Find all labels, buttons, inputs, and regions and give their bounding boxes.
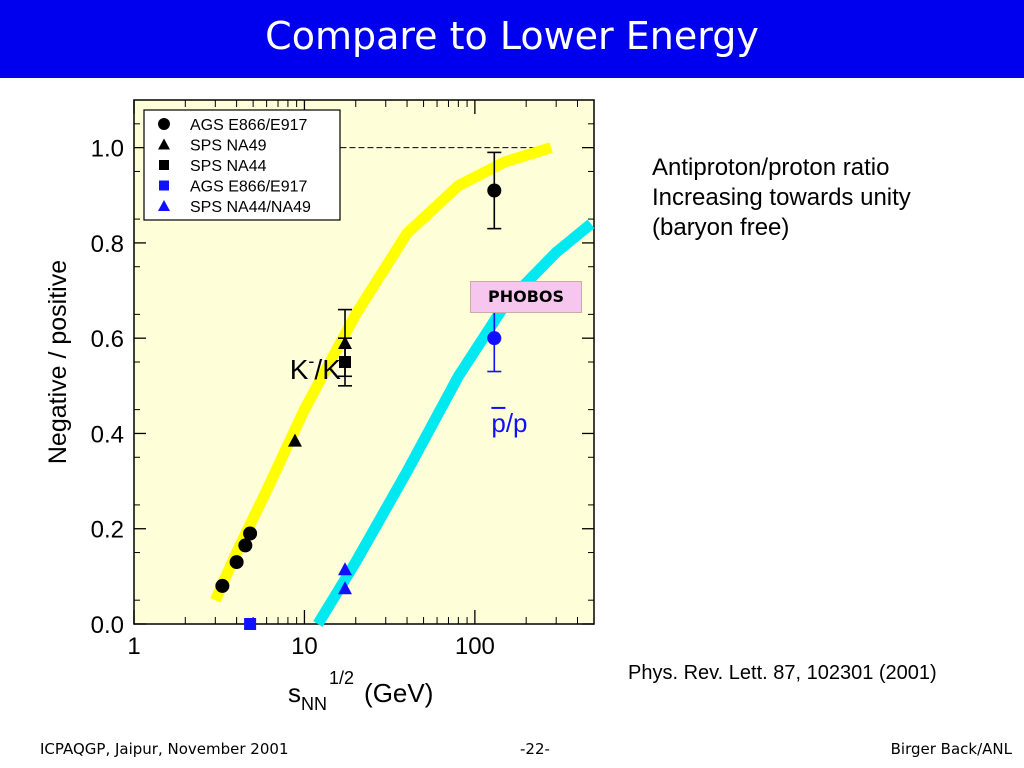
side-note-line-3: (baryon free) [652,214,790,241]
data-point-square [339,356,352,368]
legend-marker [159,180,169,191]
data-point-circle [487,331,502,346]
data-point-circle [229,555,244,570]
side-note-line-1: Antiproton/proton ratio [652,154,890,181]
title-bar: Compare to Lower Energy [0,0,1024,78]
data-point-circle [243,526,258,541]
slide-title: Compare to Lower Energy [265,14,759,58]
data-point-circle [238,538,253,553]
proton-ratio-label: p/p [491,408,527,438]
legend-marker [158,200,170,211]
legend-marker [159,160,169,170]
y-tick-label: 0.0 [91,612,124,639]
footer-conference: ICPAQGP, Jaipur, November 2001 [40,740,289,758]
y-tick-label: 0.4 [91,421,124,448]
reference-citation: Phys. Rev. Lett. 87, 102301 (2001) [628,662,937,684]
data-point-triangle [338,562,353,576]
legend-marker [158,138,170,150]
data-point-circle [215,578,230,593]
legend-entry: AGS E866/E917 [190,179,308,196]
legend-marker [158,118,170,130]
data-point-circle [487,183,502,198]
x-tick-label: 100 [455,633,495,660]
data-point-square [244,618,257,630]
y-tick-label: 0.8 [91,231,124,258]
legend-entry: SPS NA49 [190,138,267,155]
legend-box [143,109,341,221]
data-point-triangle [338,581,353,595]
phobos-label: PHOBOS [470,281,582,313]
y-tick-label: 1.0 [91,136,124,163]
footer-page-number: -22- [520,740,550,758]
chart: 0.0 0.2 0.4 0.6 0.8 1.0 1 10 100 AGS E866/E917 SPS… [44,99,595,714]
side-note: Antiproton/proton ratio Increasing towar… [652,153,911,243]
legend-entry: AGS E866/E917 [190,117,308,134]
proton-ratio-curve [313,219,595,627]
y-tick-label: 0.2 [91,517,124,544]
legend-entry: SPS NA44 [190,158,267,175]
y-tick-label: 0.6 [91,326,124,353]
kaon-ratio-label: K-/K+ [290,351,352,385]
x-tick-label: 1 [127,633,140,660]
legend-entry: SPS NA44/NA49 [190,199,311,216]
side-note-line-2: Increasing towards unity [652,184,911,211]
x-axis-label: sNN1/2 (GeV) [288,668,433,714]
data-point-triangle [287,433,302,447]
chart-layer: 0.0 0.2 0.4 0.6 0.8 1.0 1 10 100 AGS E866/E917 SPS… [44,99,595,714]
y-axis-label: Negative / positive [44,260,72,464]
x-tick-label: 10 [291,633,318,660]
footer-author: Birger Back/ANL [890,740,1012,758]
